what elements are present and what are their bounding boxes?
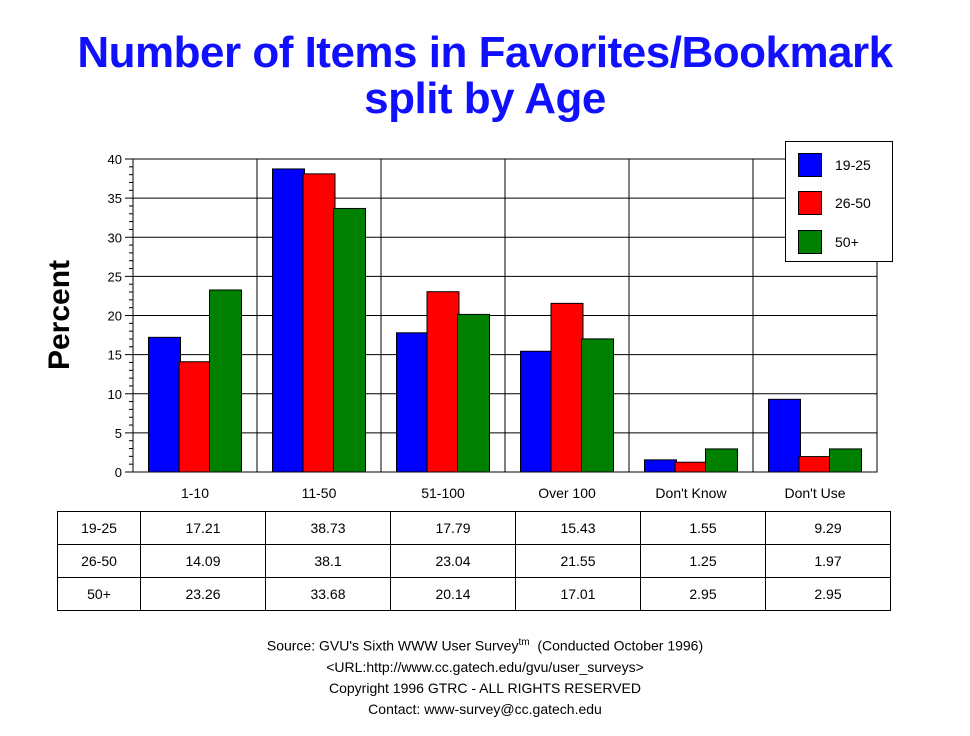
source-line: Source: GVU's Sixth WWW User Surveytm (C… [0,632,970,657]
source-url: <URL:http://www.cc.gatech.edu/gvu/user_s… [326,658,644,675]
y-tick-label: 0 [115,465,122,480]
table-cell: 17.79 [390,511,516,545]
x-tick-label: 51-100 [421,485,465,501]
y-tick-label: 15 [108,348,122,363]
table-cell: 21.55 [515,544,641,578]
y-axis-label: Percent [43,259,76,371]
bar-26-50-11-50 [302,173,336,473]
bar-26-50-Don't Use [798,456,832,473]
bar-19-25-Over 100 [520,350,553,473]
table-cell: 33.68 [265,577,391,611]
bar-50+-51-100 [457,313,490,473]
table-cell: 2.95 [640,577,766,611]
table-cell: 2.95 [765,577,891,611]
table-cell: 15.43 [515,511,641,545]
chart-title-line-2: split by Age [364,74,606,123]
bar-50+-Over 100 [581,338,614,473]
table-cell: 17.01 [515,577,641,611]
y-tick-label: 30 [108,230,122,245]
table-cell: 1.55 [640,511,766,545]
legend-swatch-19-25 [798,153,822,177]
table-cell: 1.97 [765,544,891,578]
bar-19-25-Don't Know [644,459,677,473]
bar-50+-11-50 [333,207,366,473]
legend: 19-25 26-50 50+ [785,141,893,262]
table-row-header: 26-50 [57,544,141,578]
trademark-sup: tm [518,637,530,648]
x-tick-label: 1-10 [181,485,209,501]
legend-swatch-26-50 [798,191,822,215]
legend-label-26-50: 26-50 [835,195,871,211]
contact-line: Contact: www-survey@cc.gatech.edu [368,700,602,717]
legend-item-50-plus: 50+ [798,227,859,257]
legend-label-50-plus: 50+ [835,234,859,250]
source-text: Source: GVU's Sixth WWW User Survey [266,637,519,654]
table-cell: 20.14 [390,577,516,611]
table-row-header: 50+ [57,577,141,611]
bar-50+-Don't Know [705,448,738,473]
bar-50+-Don't Use [829,448,862,473]
y-tick-label: 5 [115,426,122,441]
legend-item-19-25: 19-25 [798,150,871,180]
bar-chart: 0 5 10 15 20 25 30 35 40 1-10 11-50 51-100 Over 100 D… [108,152,878,501]
source-credits: Source: GVU's Sixth WWW User Surveytm (C… [0,632,970,720]
table-cell: 9.29 [765,511,891,545]
y-tick-label: 25 [108,269,122,284]
legend-label-19-25: 19-25 [835,157,871,173]
bar-26-50-1-10 [178,361,212,473]
bar-19-25-Don't Use [768,398,801,473]
copyright-line: Copyright 1996 GTRC - ALL RIGHTS RESERVE… [329,679,641,696]
legend-swatch-50-plus [798,230,822,254]
chart-title: Number of Items in Favorites/Bookmark sp… [0,30,970,122]
table-cell: 23.26 [140,577,266,611]
axes: 0 5 10 15 20 25 30 35 40 1-10 11-50 51-100 Over 100 D… [108,152,878,501]
table-cell: 17.21 [140,511,266,545]
bar-19-25-1-10 [148,336,181,473]
y-tick-label: 20 [108,309,122,324]
bar-19-25-51-100 [396,332,429,473]
bar-19-25-11-50 [272,168,305,473]
bar-26-50-Over 100 [550,302,584,473]
bars [148,168,862,473]
bar-50+-1-10 [209,289,242,473]
table-cell: 1.25 [640,544,766,578]
table-row: 19-25 17.21 38.73 17.79 15.43 1.55 9.29 [57,511,891,545]
table-cell: 38.1 [265,544,391,578]
y-tick-label: 35 [108,191,122,206]
x-tick-label: Don't Use [784,485,845,501]
x-tick-label: 11-50 [302,485,337,501]
table-cell: 14.09 [140,544,266,578]
chart-title-line-1: Number of Items in Favorites/Bookmark [77,28,893,77]
x-tick-label: Don't Know [655,485,727,501]
y-tick-label: 10 [108,387,122,402]
bar-26-50-Don't Know [674,461,708,473]
table-row-header: 19-25 [57,511,141,545]
table-cell: 23.04 [390,544,516,578]
table-row: 26-50 14.09 38.1 23.04 21.55 1.25 1.97 [57,544,891,578]
table-cell: 38.73 [265,511,391,545]
x-tick-label: Over 100 [538,485,596,501]
table-row: 50+ 23.26 33.68 20.14 17.01 2.95 2.95 [57,577,891,611]
bar-26-50-51-100 [426,291,460,473]
y-tick-label: 40 [108,152,122,167]
data-table: 19-25 17.21 38.73 17.79 15.43 1.55 9.29 26-50 14… [57,511,891,611]
grid-lines [133,158,877,473]
legend-item-26-50: 26-50 [798,188,871,218]
source-conducted: (Conducted October 1996) [529,637,704,654]
